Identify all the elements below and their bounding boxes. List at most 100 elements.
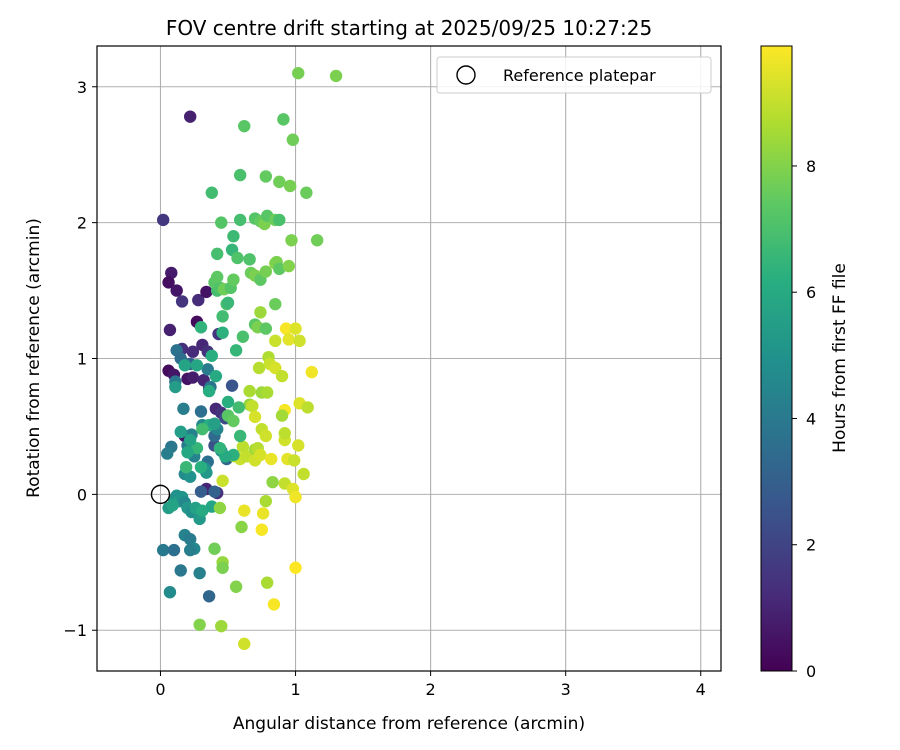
scatter-point	[227, 273, 240, 286]
x-tick-label: 4	[696, 680, 706, 699]
scatter-point	[255, 523, 268, 536]
scatter-point	[259, 322, 273, 335]
scatter-point	[248, 410, 262, 424]
scatter-point	[194, 460, 208, 474]
scatter-point	[216, 474, 229, 487]
scatter-point	[289, 322, 302, 335]
scatter-point	[179, 460, 193, 474]
scatter-point	[215, 619, 228, 633]
scatter-point	[216, 561, 229, 574]
scatter-point	[277, 113, 290, 126]
scatter-point	[285, 234, 298, 247]
scatter-point	[174, 425, 187, 439]
y-tick-label: 2	[77, 214, 87, 233]
scatter-point	[202, 384, 216, 398]
scatter-point	[205, 186, 219, 199]
scatter-point	[279, 322, 293, 335]
legend: Reference platepar	[436, 56, 712, 94]
scatter-point	[211, 247, 224, 261]
scatter-point	[156, 213, 170, 227]
scatter-point	[166, 499, 179, 512]
scatter-point	[233, 168, 247, 182]
scatter-point	[205, 349, 219, 362]
scatter-point	[329, 69, 343, 83]
scatter-point	[174, 564, 187, 577]
scatter-point	[194, 321, 208, 334]
scatter-point	[238, 119, 251, 133]
scatter-point	[282, 259, 295, 273]
scatter-point	[186, 345, 200, 358]
scatter-point	[260, 576, 274, 589]
scatter-point	[243, 253, 256, 266]
colorbar-tick-label: 4	[806, 409, 816, 428]
scatter-points	[156, 66, 343, 651]
scatter-point	[259, 429, 273, 443]
scatter-point	[208, 417, 221, 430]
scatter-point	[305, 365, 318, 379]
scatter-point	[269, 361, 282, 375]
scatter-point	[196, 422, 209, 436]
scatter-point	[215, 216, 228, 229]
scatter-point	[267, 598, 281, 611]
legend-open-circle-marker	[456, 65, 476, 85]
scatter-point	[213, 501, 227, 515]
y-axis-ticks: −1 0 1 2 3	[63, 78, 97, 640]
scatter-point	[227, 230, 240, 243]
scatter-point	[231, 251, 244, 265]
x-axis-label: Angular distance from reference (arcmin)	[233, 714, 585, 734]
scatter-point	[183, 533, 197, 546]
scatter-point	[161, 447, 174, 460]
scatter-point	[194, 405, 208, 418]
scatter-point	[300, 186, 313, 199]
scatter-point	[201, 363, 214, 376]
scatter-point	[286, 133, 300, 146]
scatter-point	[190, 441, 204, 455]
scatter-point	[233, 213, 247, 227]
scatter-point	[183, 543, 197, 557]
scatter-point	[178, 359, 191, 372]
scatter-point	[273, 262, 286, 276]
scatter-point	[170, 284, 183, 297]
scatter-point	[254, 448, 267, 462]
x-tick-label: 2	[426, 680, 436, 699]
scatter-point	[283, 179, 297, 193]
scatter-point	[278, 427, 291, 440]
chart-title: FOV centre drift starting at 2025/09/25 …	[166, 16, 652, 40]
scatter-point	[213, 441, 227, 455]
colorbar-ticks: 0 2 4 6 8	[792, 157, 816, 681]
scatter-point	[273, 213, 286, 227]
scatter-point	[183, 433, 197, 447]
y-tick-label: 0	[77, 485, 87, 504]
scatter-point	[259, 170, 273, 183]
scatter-point	[287, 454, 301, 467]
scatter-point	[183, 470, 197, 483]
scatter-point	[229, 580, 243, 593]
reference-platepar-marker	[150, 484, 171, 505]
x-tick-label: 1	[290, 680, 300, 699]
colorbar: 0 2 4 6 8 Hours from first FF file	[760, 45, 850, 681]
scatter-point	[221, 395, 235, 409]
scatter-point	[186, 371, 200, 384]
scatter-point	[266, 475, 279, 489]
y-axis-label: Rotation from reference (arcmin)	[24, 218, 44, 498]
scatter-point	[236, 330, 250, 343]
scatter-point	[292, 66, 305, 80]
scatter-point	[292, 439, 305, 452]
scatter-point	[183, 110, 197, 123]
scatter-point	[200, 285, 213, 299]
scatter-point	[208, 485, 221, 498]
scatter-point	[256, 507, 270, 520]
scatter-point	[169, 380, 182, 394]
scatter-point	[282, 333, 295, 346]
scatter-point	[233, 429, 247, 443]
scatter-point	[235, 520, 248, 534]
x-tick-label: 0	[155, 680, 165, 699]
x-tick-label: 3	[561, 680, 571, 699]
scatter-point	[175, 295, 189, 308]
scatter-point	[162, 276, 175, 289]
legend-label-reference-platepar: Reference platepar	[503, 66, 656, 85]
scatter-point	[259, 494, 273, 508]
scatter-point	[208, 542, 221, 555]
scatter-point	[211, 270, 224, 284]
